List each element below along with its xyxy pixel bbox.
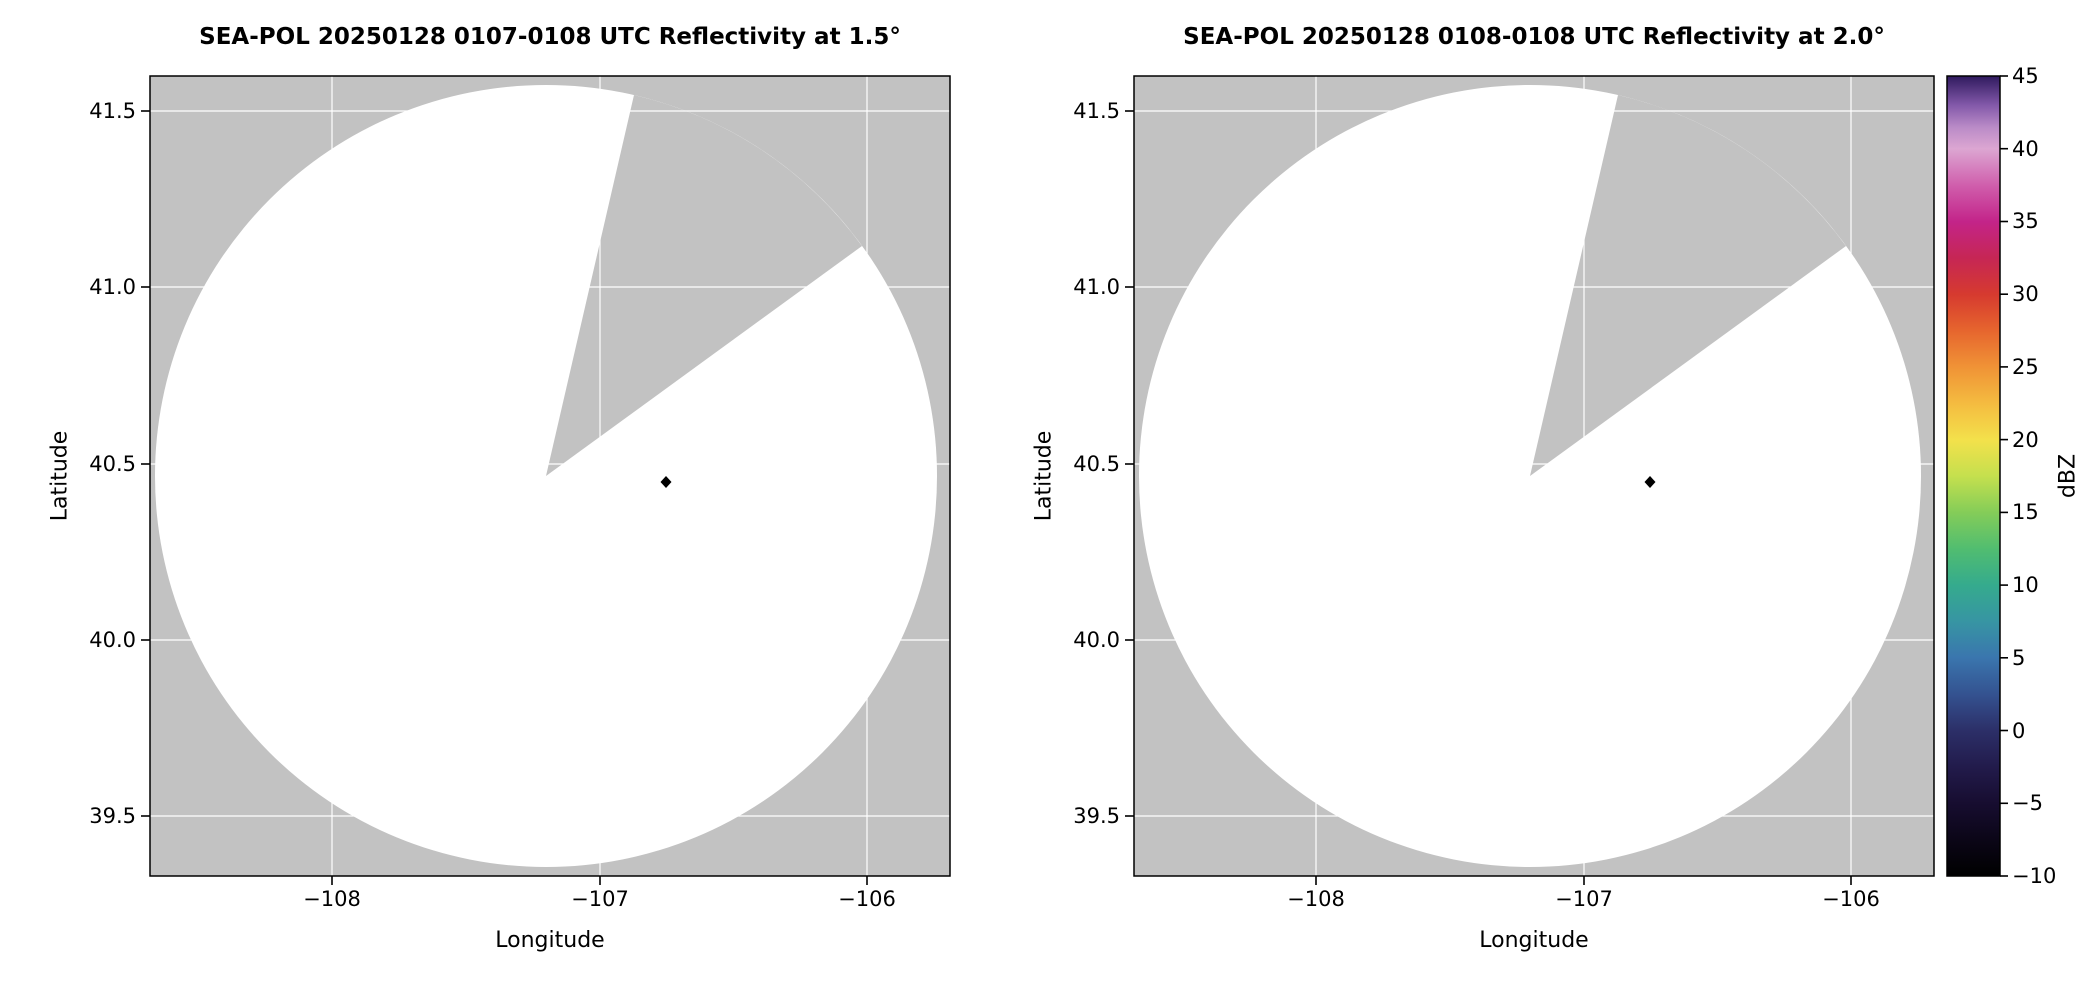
x-tick-label: −108	[303, 887, 361, 911]
y-tick-label: 40.5	[1073, 452, 1120, 476]
plot-border	[1133, 75, 1935, 877]
colorbar-tick-label: 30	[2012, 282, 2039, 306]
subplot-right: SEA-POL 20250128 0108-0108 UTC Reflectiv…	[1024, 0, 1964, 990]
x-tick-label: −107	[571, 887, 629, 911]
colorbar-ticks	[2000, 75, 2008, 877]
y-tick-label: 39.5	[89, 804, 136, 828]
axis-ticks	[1125, 110, 1852, 885]
colorbar-tick-label: −5	[2012, 791, 2043, 815]
x-axis-label: Longitude	[495, 928, 605, 953]
y-tick-label: 40.5	[89, 452, 136, 476]
y-tick-label: 41.0	[1073, 275, 1120, 299]
colorbar-tick-label: 5	[2012, 646, 2026, 670]
colorbar-tick-label: 25	[2012, 355, 2039, 379]
plot-title: SEA-POL 20250128 0108-0108 UTC Reflectiv…	[1183, 24, 1885, 50]
x-tick-label: −108	[1287, 887, 1345, 911]
colorbar-tick-label: 20	[2012, 428, 2039, 452]
plot-border	[149, 75, 951, 877]
colorbar-tick-label: 35	[2012, 209, 2039, 233]
y-tick-label: 40.0	[89, 628, 136, 652]
y-tick-label: 39.5	[1073, 804, 1120, 828]
x-tick-label: −107	[1555, 887, 1613, 911]
colorbar-tick-label: 45	[2012, 64, 2039, 88]
colorbar-scale	[1946, 75, 2008, 877]
colorbar-tick-label: 15	[2012, 500, 2039, 524]
x-tick-label: −106	[838, 887, 896, 911]
x-tick-label: −106	[1822, 887, 1880, 911]
subplot-left: SEA-POL 20250128 0107-0108 UTC Reflectiv…	[40, 0, 980, 990]
missing-sector-wedge	[546, 95, 862, 476]
y-tick-label: 41.5	[1073, 99, 1120, 123]
plot-area	[141, 75, 951, 885]
plot-title: SEA-POL 20250128 0107-0108 UTC Reflectiv…	[199, 24, 901, 50]
y-tick-label: 41.5	[89, 99, 136, 123]
echo-marker	[1644, 476, 1656, 488]
colorbar-tick-label: −10	[2012, 864, 2057, 888]
gridlines	[150, 76, 950, 876]
y-tick-label: 40.0	[1073, 628, 1120, 652]
colorbar-tick-label: 10	[2012, 573, 2039, 597]
colorbar-tick-label: 0	[2012, 719, 2026, 743]
colorbar-border	[1946, 75, 2001, 877]
y-tick-label: 41.0	[89, 275, 136, 299]
echo-marker	[660, 476, 672, 488]
x-axis-label: Longitude	[1479, 928, 1589, 953]
plot-area	[1125, 75, 1935, 885]
missing-sector-wedge	[1530, 95, 1846, 476]
colorbar-tick-label: 40	[2012, 137, 2039, 161]
gridlines	[1134, 76, 1934, 876]
colorbar-gradient	[1947, 76, 2000, 876]
colorbar-axis-label: dBZ	[2055, 453, 2081, 499]
axis-ticks	[141, 110, 868, 885]
